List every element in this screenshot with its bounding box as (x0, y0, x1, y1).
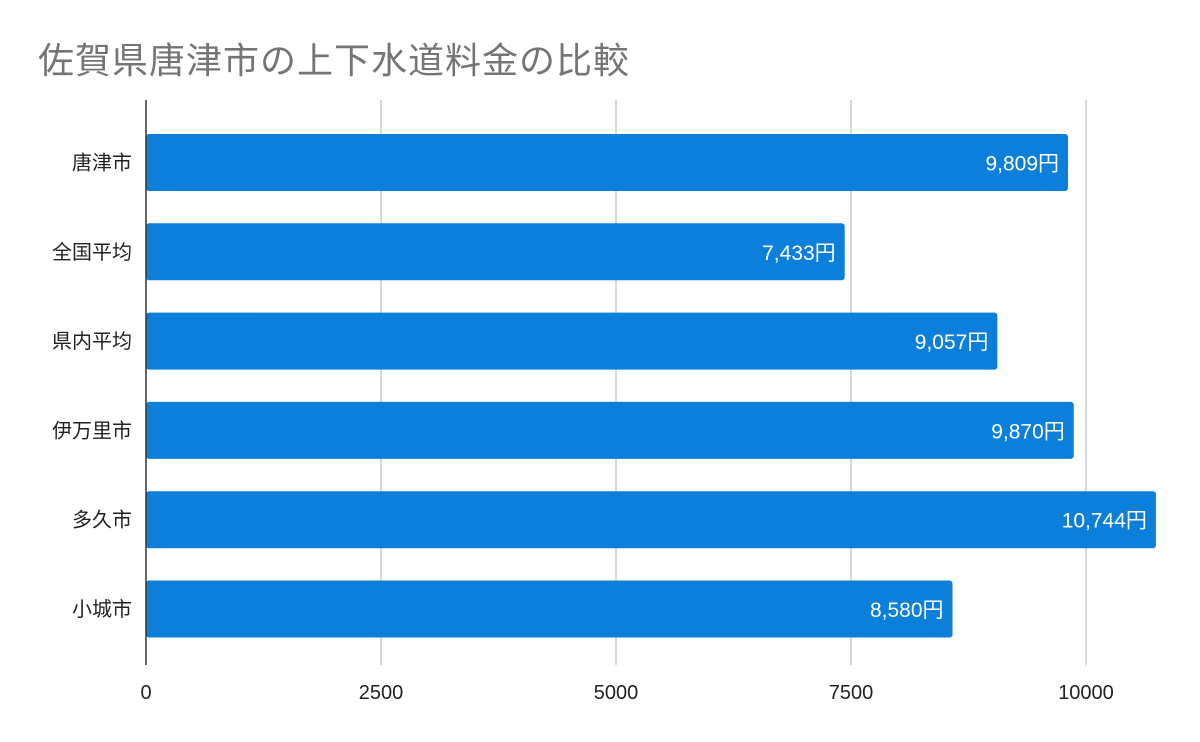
data-label: 9,809円 (985, 153, 1059, 176)
category-label: 全国平均 (52, 240, 132, 264)
category-label: 多久市 (72, 508, 132, 532)
data-label: 9,870円 (991, 420, 1065, 443)
x-tick-label: 10000 (1058, 682, 1114, 704)
data-label: 7,433円 (762, 242, 836, 265)
x-tick-label: 7500 (829, 682, 874, 704)
bar (146, 580, 953, 638)
category-label: 小城市 (72, 597, 132, 621)
category-label: 県内平均 (52, 329, 132, 353)
data-label: 9,057円 (915, 331, 989, 354)
x-tick-label: 5000 (594, 682, 639, 704)
data-label: 10,744円 (1062, 510, 1147, 533)
bar (146, 134, 1069, 191)
bar (146, 401, 1074, 459)
x-tick-label: 0 (140, 682, 151, 704)
bar (146, 312, 998, 370)
bar (146, 223, 845, 281)
grid-lines (380, 100, 1087, 665)
x-tick-label: 2500 (359, 682, 404, 704)
category-label: 伊万里市 (52, 418, 132, 442)
chart-title: 佐賀県唐津市の上下水道料金の比較 (38, 41, 631, 82)
bars (146, 134, 1156, 638)
bar (146, 491, 1156, 549)
category-label: 唐津市 (72, 151, 132, 175)
data-label: 8,580円 (870, 599, 944, 622)
